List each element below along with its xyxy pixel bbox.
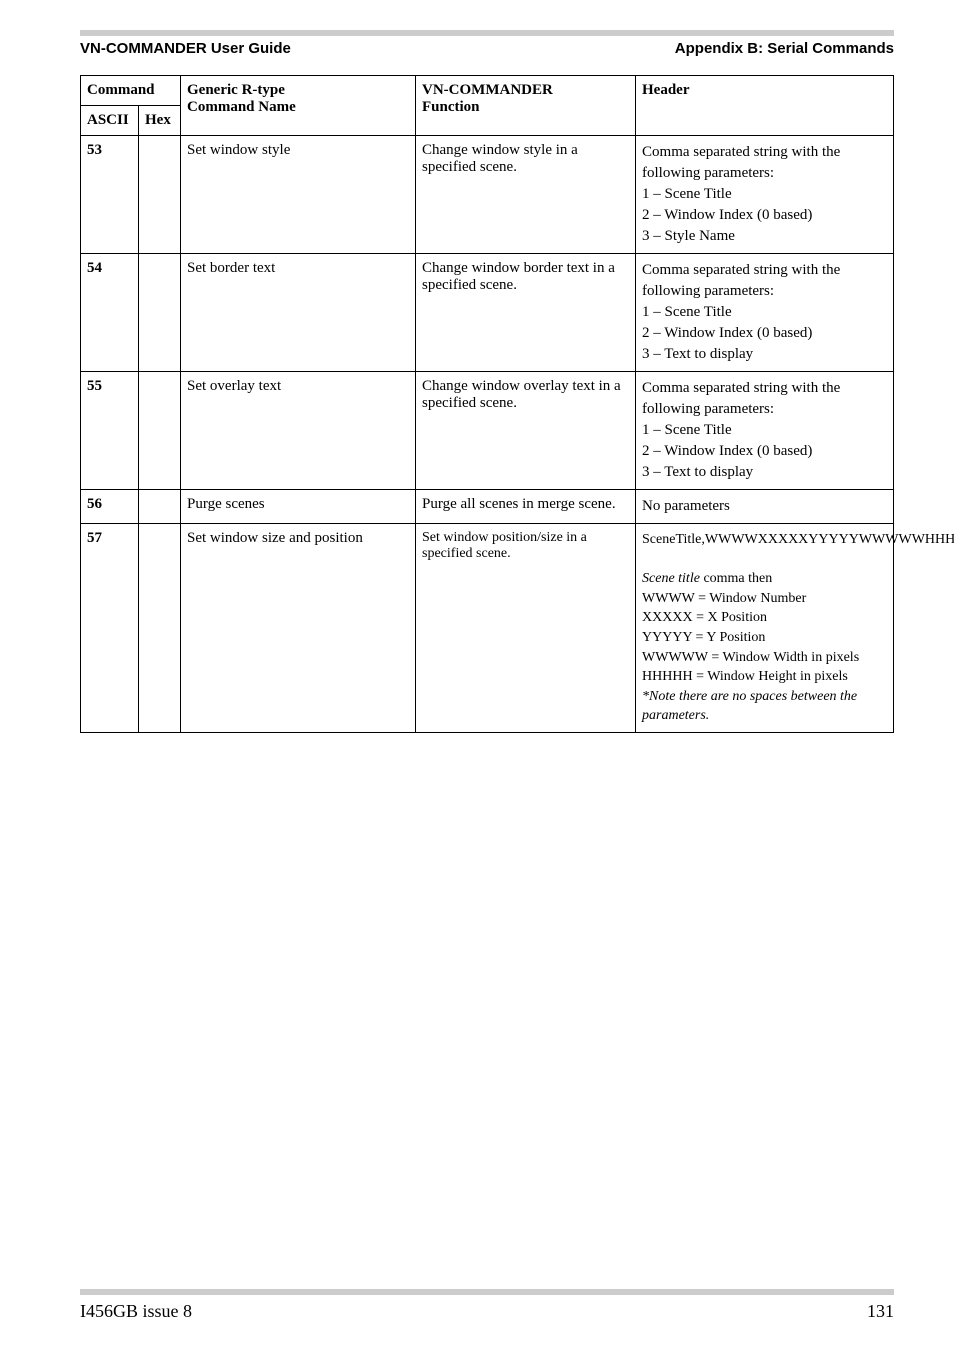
note-line: *Note there are no spaces between the pa… [642,689,857,724]
cell-name: Set window size and position [181,524,416,733]
scene-code: SceneTitle,WWWWXXXXXYYYYYWWWWWHHHHH [642,532,954,547]
footer: I456GB issue 8 131 [80,1289,894,1322]
cell-hex [139,254,181,372]
cell-ascii: 53 [81,136,139,254]
table-row: 54 Set border text Change window border … [81,254,894,372]
col-generic: Generic R-type Command Name [181,76,416,136]
page: VN-COMMANDER User Guide Appendix B: Seri… [0,0,954,1352]
col-header: Header [636,76,894,136]
footer-hr [80,1289,894,1295]
col-command: Command [81,76,181,106]
cell-ascii: 56 [81,490,139,524]
cell-header: Comma separated string with the followin… [636,372,894,490]
cell-func: Set window position/size in a specified … [416,524,636,733]
cell-hex [139,524,181,733]
cell-header: SceneTitle,WWWWXXXXXYYYYYWWWWWHHHHH Scen… [636,524,894,733]
footer-right: 131 [867,1301,894,1322]
table-row: 53 Set window style Change window style … [81,136,894,254]
footer-left: I456GB issue 8 [80,1301,192,1322]
cell-func: Change window style in a specified scene… [416,136,636,254]
scene-title-italic: Scene title [642,571,700,586]
xxxxx-line: XXXXX = X Position [642,610,767,625]
table-row: 57 Set window size and position Set wind… [81,524,894,733]
scene-title-rest: comma then [700,571,772,586]
table-row: 56 Purge scenes Purge all scenes in merg… [81,490,894,524]
cell-name: Purge scenes [181,490,416,524]
cell-hex [139,136,181,254]
cell-ascii: 54 [81,254,139,372]
wwww-line: WWWW = Window Number [642,591,806,606]
cell-ascii: 55 [81,372,139,490]
running-header: VN-COMMANDER User Guide Appendix B: Seri… [80,40,894,57]
cell-ascii: 57 [81,524,139,733]
table-row: 55 Set overlay text Change window overla… [81,372,894,490]
top-hr [80,30,894,36]
cell-name: Set window style [181,136,416,254]
cell-hex [139,490,181,524]
cell-name: Set overlay text [181,372,416,490]
cell-header: No parameters [636,490,894,524]
col-hex: Hex [139,106,181,136]
cell-func: Purge all scenes in merge scene. [416,490,636,524]
col-ascii: ASCII [81,106,139,136]
cell-func: Change window overlay text in a specifie… [416,372,636,490]
table-head-row-1: Command Generic R-type Command Name VN-C… [81,76,894,106]
yyyyy-line: YYYYY = Y Position [642,630,765,645]
commands-table: Command Generic R-type Command Name VN-C… [80,75,894,733]
cell-header: Comma separated string with the followin… [636,136,894,254]
hhhhh-line: HHHHH = Window Height in pixels [642,669,848,684]
cell-name: Set border text [181,254,416,372]
wwwww-line: WWWWW = Window Width in pixels [642,650,859,665]
header-right: Appendix B: Serial Commands [675,40,894,57]
cell-hex [139,372,181,490]
cell-func: Change window border text in a specified… [416,254,636,372]
col-vn: VN-COMMANDER Function [416,76,636,136]
cell-header: Comma separated string with the followin… [636,254,894,372]
header-left: VN-COMMANDER User Guide [80,40,291,57]
